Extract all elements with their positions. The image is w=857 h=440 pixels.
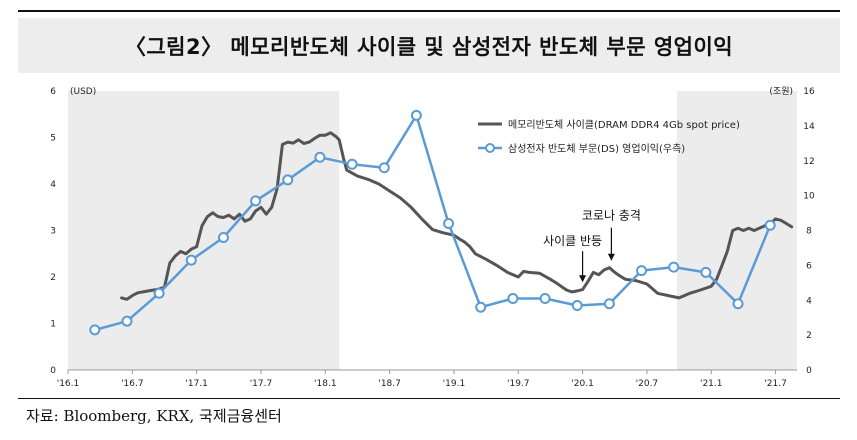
operating-profit-point: [571, 299, 583, 311]
annotation-arrow-head: [607, 253, 615, 261]
right-tick-label: 4: [806, 296, 812, 306]
x-tick-label: '17.1: [185, 379, 208, 389]
operating-profit-point: [346, 158, 358, 170]
operating-profit-point: [603, 298, 615, 310]
operating-profit-line: [93, 114, 772, 332]
right-tick-label: 12: [803, 157, 814, 167]
operating-profit-point: [700, 266, 712, 278]
x-tick-label: '19.1: [443, 379, 466, 389]
x-tick-label: '18.1: [314, 379, 337, 389]
operating-profit-point: [732, 298, 744, 310]
right-tick-label: 0: [806, 366, 812, 376]
left-tick-label: 4: [50, 180, 56, 190]
source-note: 자료: Bloomberg, KRX, 국제금융센터: [26, 407, 282, 425]
left-tick-label: 6: [50, 87, 56, 97]
chart-svg: '16.1 '16.7 '17.1 '17.7 '18.1 '18.7 '19.1 '19.7…: [50, 86, 815, 389]
x-tick-label: '17.7: [250, 379, 273, 389]
x-tick-label: '19.7: [507, 379, 530, 389]
right-tick-label: 14: [803, 122, 815, 132]
left-tick-label: 0: [50, 366, 56, 376]
operating-profit-point: [378, 162, 390, 174]
top-rule: [18, 10, 840, 12]
right-tick-label: 10: [803, 192, 815, 202]
x-tick-label: '21.7: [764, 379, 787, 389]
x-tick-label: '18.7: [378, 379, 401, 389]
shaded-period: [676, 91, 797, 370]
right-tick-label: 8: [806, 227, 812, 237]
right-axis-label: (조원): [769, 86, 793, 97]
dram-price-line: [120, 131, 794, 301]
operating-profit-point: [443, 218, 455, 230]
left-tick-label: 3: [50, 227, 56, 237]
operating-profit-point: [410, 109, 422, 121]
legend-marker-profit: [485, 143, 495, 153]
x-tick-label: '16.7: [121, 379, 144, 389]
operating-profit-point: [121, 315, 133, 327]
operating-profit-point: [89, 324, 101, 336]
shaded-period: [68, 91, 340, 370]
operating-profit-point: [764, 219, 776, 231]
operating-profit-point: [668, 261, 680, 273]
right-tick-label: 16: [803, 87, 815, 97]
title-band: 〈그림2〉 메모리반도체 사이클 및 삼성전자 반도체 부문 영업이익: [18, 18, 840, 73]
left-axis-label: (USD): [70, 87, 96, 97]
operating-profit-point: [475, 301, 487, 313]
annotation-cycle-rebound: 사이클 반등: [543, 234, 602, 248]
bottom-rule: [18, 398, 840, 399]
legend-label-dram: 메모리반도체 사이클(DRAM DDR4 4Gb spot price): [508, 119, 740, 131]
operating-profit-point: [314, 151, 326, 163]
x-tick-label: '21.1: [700, 379, 723, 389]
operating-profit-point: [250, 195, 262, 207]
left-tick-label: 1: [50, 320, 56, 330]
operating-profit-point: [636, 265, 648, 277]
chart-title: 〈그림2〉 메모리반도체 사이클 및 삼성전자 반도체 부문 영업이익: [124, 34, 734, 59]
legend-label-profit: 삼성전자 반도체 부문(DS) 영업이익(우측): [508, 142, 685, 155]
x-tick-label: '20.1: [571, 379, 594, 389]
operating-profit-point: [282, 174, 294, 186]
operating-profit-point: [507, 293, 519, 305]
operating-profit-point: [153, 287, 165, 299]
x-tick-label: '16.1: [57, 379, 80, 389]
right-tick-label: 6: [806, 261, 812, 271]
x-tick-label: '20.7: [636, 379, 659, 389]
operating-profit-point: [539, 293, 551, 305]
annotation-arrow-head: [579, 275, 587, 283]
operating-profit-point: [185, 254, 197, 266]
left-tick-label: 5: [50, 134, 56, 144]
annotation-covid-shock: 코로나 충격: [582, 209, 641, 223]
operating-profit-point: [217, 231, 229, 243]
left-tick-label: 2: [50, 273, 56, 283]
right-tick-label: 2: [806, 331, 812, 341]
